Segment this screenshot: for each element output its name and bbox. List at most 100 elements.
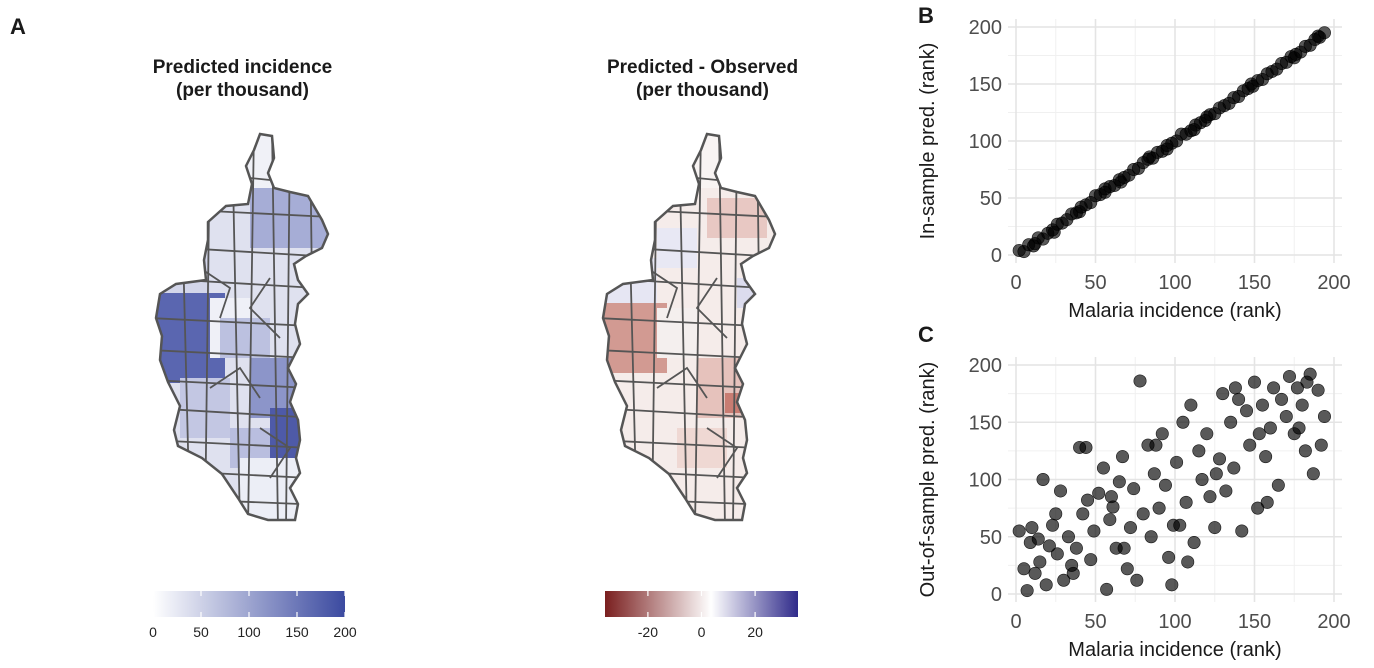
data-point xyxy=(1166,518,1180,532)
data-point xyxy=(1114,175,1128,189)
map-right-title: Predicted - Observed (per thousand) xyxy=(606,57,799,101)
data-point xyxy=(1216,387,1230,401)
x-tick-label: 200 xyxy=(1317,611,1350,633)
data-point xyxy=(1275,392,1289,406)
data-point xyxy=(1165,578,1179,592)
data-point xyxy=(1028,566,1042,580)
data-point xyxy=(1144,530,1158,544)
points xyxy=(1012,367,1331,598)
colorbar-tick-label: 200 xyxy=(333,624,357,640)
data-point xyxy=(1311,29,1325,43)
data-point xyxy=(1025,521,1039,535)
data-point xyxy=(1252,427,1266,441)
x-axis-label: Malaria incidence (rank) xyxy=(1068,639,1281,661)
data-point xyxy=(1050,547,1064,561)
data-point xyxy=(1049,507,1063,521)
y-axis-label: In-sample pred. (rank) xyxy=(918,43,939,240)
y-tick-label: 0 xyxy=(991,584,1002,606)
data-point xyxy=(1176,415,1190,429)
data-point xyxy=(1208,521,1222,535)
x-tick-label: 0 xyxy=(1010,611,1021,633)
grid xyxy=(1008,357,1342,602)
data-point xyxy=(1104,490,1118,504)
data-point xyxy=(1054,484,1068,498)
data-point xyxy=(1073,205,1087,219)
data-point xyxy=(1170,455,1184,469)
predicted-incidence-map xyxy=(154,132,330,522)
data-point xyxy=(1267,381,1281,395)
data-point xyxy=(1219,484,1233,498)
data-point xyxy=(1263,421,1277,435)
data-point xyxy=(1143,150,1157,164)
colorbar-tick-label: 100 xyxy=(237,624,261,640)
data-point xyxy=(1181,555,1195,569)
data-point xyxy=(1155,427,1169,441)
data-point xyxy=(1123,521,1137,535)
y-tick-label: 200 xyxy=(969,17,1002,39)
data-point xyxy=(1209,467,1223,481)
data-point xyxy=(1120,562,1134,576)
data-point xyxy=(1298,444,1312,458)
data-point xyxy=(1224,415,1238,429)
data-point xyxy=(1287,51,1301,65)
data-point xyxy=(1042,539,1056,553)
data-point xyxy=(1292,421,1306,435)
map-left-title: Predicted incidence (per thousand) xyxy=(152,57,333,101)
data-point xyxy=(1096,461,1110,475)
data-point xyxy=(1232,392,1246,406)
data-point xyxy=(1012,524,1026,538)
data-point xyxy=(1311,383,1325,397)
data-point xyxy=(1057,573,1071,587)
y-tick-label: 0 xyxy=(991,245,1002,267)
data-point xyxy=(1039,578,1053,592)
data-point xyxy=(1244,77,1258,91)
colorbar-tick-label: 50 xyxy=(193,624,209,640)
data-point xyxy=(1036,473,1050,487)
out-of-sample-scatter: 0 50 100 150 200 0 50 100 150 200 Malaria incidenc… xyxy=(918,355,1351,661)
data-point xyxy=(1066,566,1080,580)
data-point xyxy=(1033,555,1047,569)
data-point xyxy=(1136,507,1150,521)
colorbar-tick-label: -20 xyxy=(638,624,658,640)
x-tick-label: 150 xyxy=(1238,611,1271,633)
colorbar-tick-label: 0 xyxy=(149,624,157,640)
x-tick-label: 50 xyxy=(1084,611,1106,633)
data-point xyxy=(1112,475,1126,489)
data-point xyxy=(1306,467,1320,481)
data-point xyxy=(1133,374,1147,388)
data-point xyxy=(1152,501,1166,515)
data-point xyxy=(1103,513,1117,527)
data-point xyxy=(1187,123,1201,137)
data-point xyxy=(1247,375,1261,389)
data-point xyxy=(1017,562,1031,576)
data-point xyxy=(1158,478,1172,492)
data-point xyxy=(1081,493,1095,507)
data-point xyxy=(1203,490,1217,504)
data-point xyxy=(1192,444,1206,458)
data-point xyxy=(1047,225,1061,239)
data-point xyxy=(1160,142,1174,156)
data-point xyxy=(1279,410,1293,424)
x-axis-label: Malaria incidence (rank) xyxy=(1068,300,1281,322)
x-tick-label: 100 xyxy=(1158,272,1191,294)
panel-label-b: B xyxy=(918,3,934,28)
y-tick-label: 100 xyxy=(969,131,1002,153)
data-point xyxy=(1200,110,1214,124)
data-point xyxy=(1213,452,1227,466)
x-tick-label: 150 xyxy=(1238,272,1271,294)
colorbar-tick-label: 0 xyxy=(698,624,706,640)
data-point xyxy=(1240,404,1254,418)
y-tick-label: 150 xyxy=(969,74,1002,96)
data-point xyxy=(1255,398,1269,412)
incidence-colorbar: 0 50 100 150 200 xyxy=(149,591,357,640)
data-point xyxy=(1187,535,1201,549)
y-axis-label: Out-of-sample pred. (rank) xyxy=(918,362,939,598)
data-point xyxy=(1195,473,1209,487)
y-tick-label: 100 xyxy=(969,470,1002,492)
data-point xyxy=(1079,440,1093,454)
data-point xyxy=(1020,584,1034,598)
x-tick-label: 200 xyxy=(1317,272,1350,294)
predicted-minus-observed-map xyxy=(601,132,777,522)
y-tick-label: 50 xyxy=(980,188,1002,210)
data-point xyxy=(1076,507,1090,521)
